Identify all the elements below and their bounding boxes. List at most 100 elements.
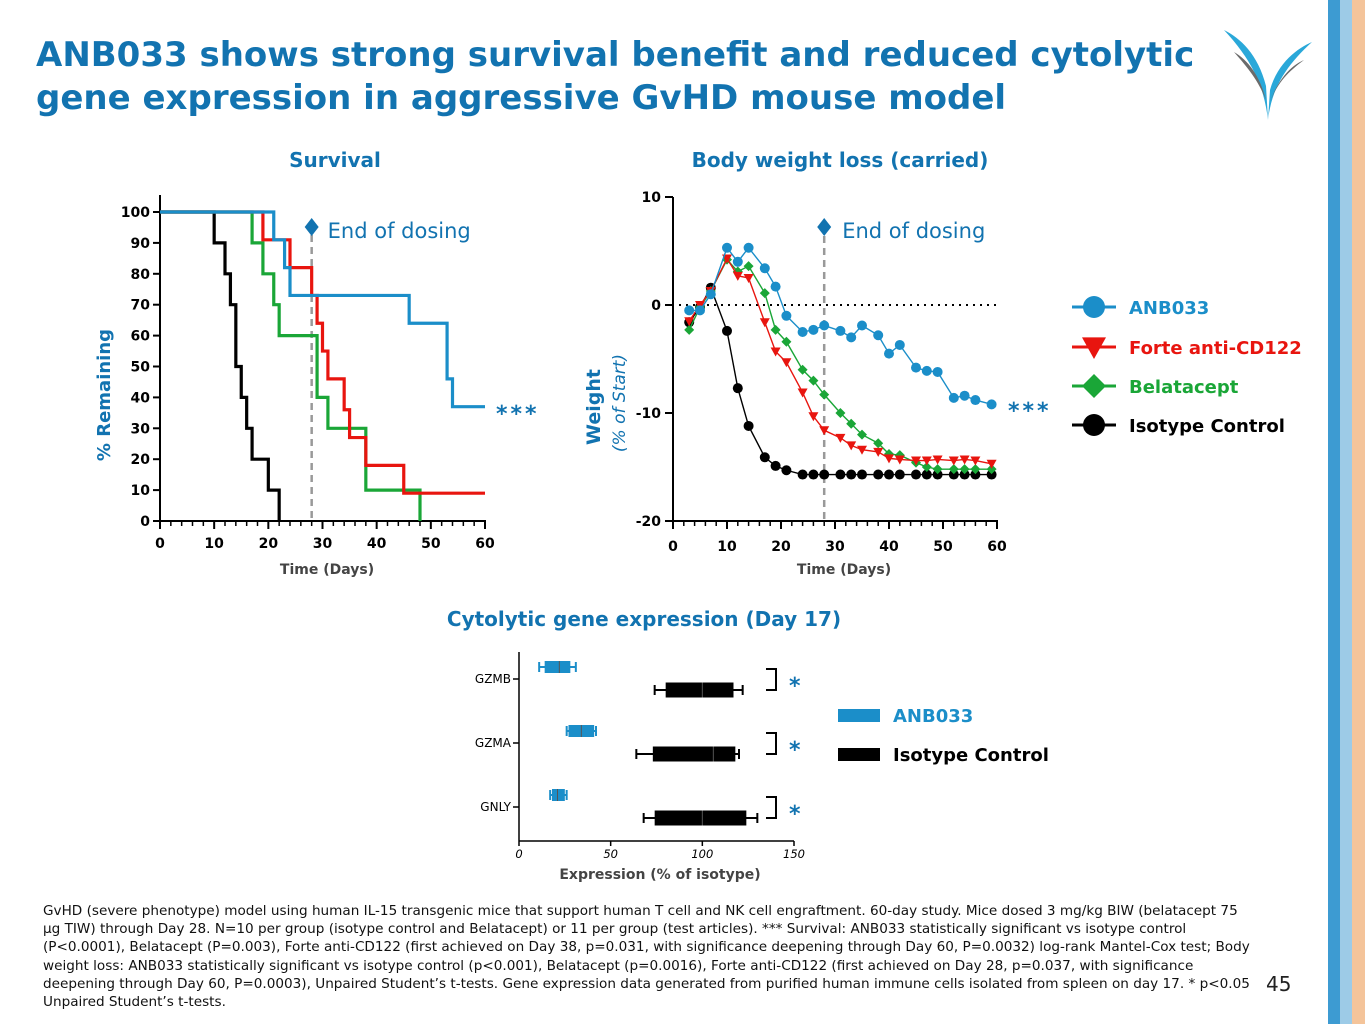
weight-point-isotype-control bbox=[986, 469, 997, 480]
weight-x-tick-label: 0 bbox=[668, 539, 678, 555]
legend-marker-belatacept bbox=[1082, 374, 1106, 398]
weight-point-isotype-control bbox=[948, 469, 959, 480]
weight-point-isotype-control bbox=[808, 469, 819, 480]
weight-point-belatacept bbox=[932, 464, 943, 475]
weight-point-isotype-control bbox=[894, 469, 905, 480]
side-stripe-blue bbox=[1328, 0, 1340, 1024]
survival-x-tick-label: 30 bbox=[313, 536, 333, 552]
weight-y-tick-label: -10 bbox=[636, 406, 662, 422]
weight-series-forte-anti-cd122 bbox=[688, 257, 992, 465]
survival-series-isotype-control bbox=[160, 210, 281, 521]
weight-point-isotype-control bbox=[743, 420, 754, 431]
weight-significance: *** bbox=[1008, 399, 1052, 424]
survival-y-tick-label: 60 bbox=[131, 329, 151, 345]
weight-point-belatacept bbox=[948, 464, 959, 475]
weight-point-anb033 bbox=[894, 339, 905, 350]
gene-significance-bracket bbox=[766, 732, 777, 755]
weight-point-forte-anti-cd122 bbox=[846, 441, 857, 451]
gene-box-isotype-control bbox=[652, 746, 736, 762]
weight-y-tick-label: 0 bbox=[651, 298, 661, 314]
gene-significance: * bbox=[789, 802, 801, 827]
weight-point-anb033 bbox=[986, 399, 997, 410]
weight-point-belatacept bbox=[808, 375, 819, 386]
weight-point-isotype-control bbox=[970, 469, 981, 480]
weight-point-anb033 bbox=[959, 390, 970, 401]
gene-category-label: GNLY bbox=[480, 800, 511, 814]
weight-point-anb033 bbox=[759, 263, 770, 274]
weight-point-forte-anti-cd122 bbox=[959, 455, 970, 465]
weight-point-belatacept bbox=[857, 429, 867, 440]
weight-y-tick-label: 10 bbox=[642, 190, 662, 206]
survival-chart-title: Survival bbox=[289, 148, 381, 172]
gene-legend-label-anb033: ANB033 bbox=[893, 706, 973, 727]
weight-point-forte-anti-cd122 bbox=[873, 447, 884, 457]
weight-point-anb033 bbox=[970, 395, 981, 406]
gene-significance: * bbox=[789, 738, 801, 763]
weight-point-anb033 bbox=[695, 305, 705, 316]
weight-point-forte-anti-cd122 bbox=[819, 426, 830, 436]
weight-x-tick-label: 40 bbox=[879, 539, 899, 555]
survival-end-of-dosing-marker bbox=[304, 218, 319, 236]
weight-point-belatacept bbox=[770, 324, 781, 335]
weight-point-anb033 bbox=[781, 310, 792, 321]
weight-point-anb033 bbox=[921, 365, 932, 376]
weight-point-belatacept bbox=[797, 364, 808, 375]
weight-point-forte-anti-cd122 bbox=[743, 274, 754, 283]
weight-end-of-dosing-label: End of dosing bbox=[842, 219, 985, 243]
weight-point-belatacept bbox=[959, 464, 970, 475]
weight-point-isotype-control bbox=[846, 469, 857, 480]
gene-legend-swatch-anb033 bbox=[838, 709, 880, 722]
page-title: ANB033 shows strong survival benefit and… bbox=[36, 35, 1195, 118]
survival-y-tick-label: 40 bbox=[131, 390, 151, 406]
survival-y-tick-label: 10 bbox=[131, 483, 151, 499]
weight-point-anb033 bbox=[884, 348, 894, 359]
survival-y-tick-label: 90 bbox=[131, 236, 151, 252]
weight-point-forte-anti-cd122 bbox=[894, 455, 905, 465]
weight-y-axis-label: Weight bbox=[583, 369, 605, 445]
survival-x-tick-label: 60 bbox=[475, 536, 495, 552]
survival-series-anb033 bbox=[160, 210, 485, 409]
survival-x-tick-label: 10 bbox=[204, 536, 224, 552]
weight-point-anb033 bbox=[808, 324, 819, 335]
weight-point-isotype-control bbox=[959, 469, 970, 480]
weight-point-anb033 bbox=[684, 305, 695, 316]
weight-point-anb033 bbox=[857, 320, 867, 331]
weight-x-tick-label: 60 bbox=[987, 539, 1007, 555]
survival-y-axis-label: % Remaining bbox=[94, 329, 115, 461]
page-number: 45 bbox=[1266, 972, 1292, 996]
weight-point-forte-anti-cd122 bbox=[808, 412, 819, 422]
weight-point-forte-anti-cd122 bbox=[948, 456, 959, 466]
survival-y-tick-label: 70 bbox=[131, 298, 151, 314]
weight-point-anb033 bbox=[722, 242, 732, 253]
weight-point-isotype-control bbox=[781, 465, 792, 476]
weight-point-anb033 bbox=[770, 281, 781, 292]
gene-box-isotype-control bbox=[665, 682, 734, 698]
gene-category-label: GZMA bbox=[475, 736, 512, 750]
footnote: GvHD (severe phenotype) model using huma… bbox=[43, 903, 1250, 1011]
legend-label-belatacept: Belatacept bbox=[1129, 377, 1239, 398]
weight-point-anb033 bbox=[797, 327, 808, 337]
weight-point-belatacept bbox=[781, 336, 792, 347]
weight-point-forte-anti-cd122 bbox=[732, 271, 743, 281]
legend-marker-forte-anti-cd122 bbox=[1082, 337, 1106, 359]
weight-x-tick-label: 50 bbox=[933, 539, 953, 555]
survival-x-tick-label: 40 bbox=[367, 536, 387, 552]
gene-x-tick-label: 150 bbox=[783, 847, 805, 861]
weight-point-isotype-control bbox=[797, 469, 808, 480]
weight-point-forte-anti-cd122 bbox=[797, 388, 808, 398]
weight-point-isotype-control bbox=[770, 460, 781, 471]
weight-x-tick-label: 30 bbox=[825, 539, 845, 555]
weight-point-belatacept bbox=[684, 324, 695, 335]
gene-legend-label-isotype-control: Isotype Control bbox=[893, 745, 1049, 766]
weight-point-forte-anti-cd122 bbox=[781, 358, 792, 368]
weight-point-belatacept bbox=[759, 288, 770, 299]
side-stripe-light-blue bbox=[1340, 0, 1352, 1024]
legend-label-forte-anti-cd122: Forte anti-CD122 bbox=[1129, 338, 1302, 359]
gene-box-isotype-control bbox=[654, 810, 747, 826]
survival-x-axis-label: Time (Days) bbox=[280, 562, 374, 578]
gene-legend-swatch-isotype-control bbox=[838, 748, 880, 761]
gene-x-tick-label: 50 bbox=[603, 847, 618, 861]
weight-point-isotype-control bbox=[921, 469, 932, 480]
weight-point-belatacept bbox=[921, 462, 932, 472]
